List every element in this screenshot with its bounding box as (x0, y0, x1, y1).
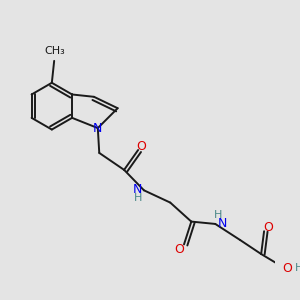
Text: H: H (134, 193, 142, 203)
Text: H: H (213, 210, 222, 220)
Text: O: O (137, 140, 147, 153)
Text: N: N (218, 217, 228, 230)
Text: CH₃: CH₃ (44, 46, 65, 56)
Text: N: N (93, 122, 103, 135)
Text: N: N (133, 183, 142, 196)
Text: H: H (295, 263, 300, 273)
Text: O: O (263, 221, 273, 234)
Text: O: O (282, 262, 292, 275)
Text: O: O (174, 243, 184, 256)
